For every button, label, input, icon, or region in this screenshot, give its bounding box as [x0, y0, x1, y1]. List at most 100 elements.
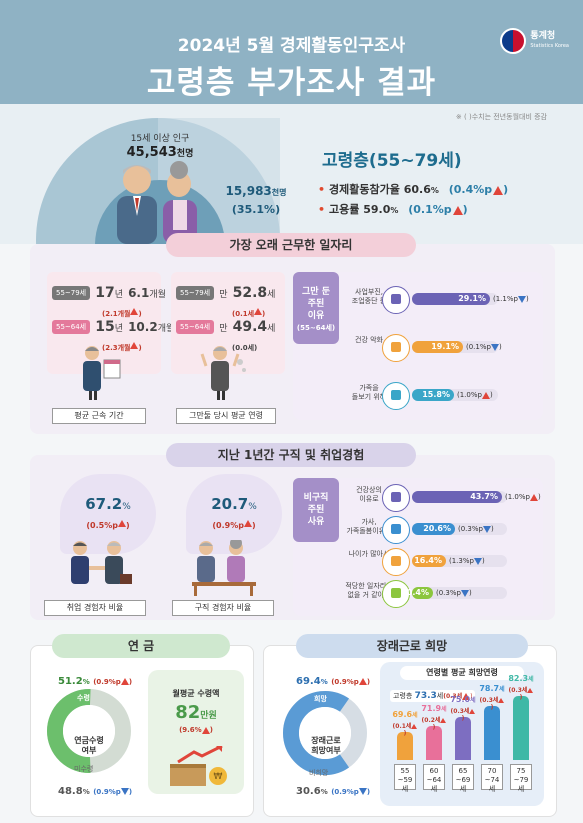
increase-arrow-icon	[469, 709, 476, 714]
reason-label-1: 사업부진, 조업중단 등	[351, 288, 387, 305]
increase-arrow-icon	[481, 391, 490, 399]
future-work-not-want-percent: 30.6% (0.9%p)	[296, 786, 371, 797]
increase-arrow-icon	[120, 677, 129, 685]
reason-bar-2	[412, 523, 455, 535]
taegeuk-icon	[500, 28, 527, 54]
quit-age-row-all-change: (0.1세)	[232, 308, 266, 318]
decrease-arrow-icon	[120, 787, 129, 795]
reason-value-4: 10.4%	[401, 588, 429, 597]
quit-reasons-label: 그만 둔 주된 이유 (55~64세)	[293, 272, 339, 344]
reason-bar-3	[412, 389, 454, 401]
svg-text:₩: ₩	[214, 772, 223, 782]
reason-icon-4	[382, 580, 410, 608]
hope-age-bar-1	[397, 732, 413, 760]
tenure-row-all: 55~79세 17년 6.1개월	[52, 282, 182, 301]
handshake-interview-icon	[71, 541, 132, 584]
statistics-korea-logo: 통계청 Statistics Korea	[500, 28, 569, 54]
increase-arrow-icon	[254, 308, 263, 315]
hope-age-value-1: 69.6세	[392, 710, 418, 719]
decrease-arrow-icon	[490, 343, 499, 351]
monthly-pension-value: 82만원	[175, 702, 217, 723]
decrease-arrow-icon	[482, 525, 491, 533]
reason-change-1: (1.1%p)	[493, 295, 529, 303]
hope-age-change-2: (0.2세)	[421, 715, 447, 731]
reason-bar-1	[412, 293, 490, 305]
decrease-arrow-icon	[358, 787, 367, 795]
reason-change-3: (1.3%p)	[449, 557, 485, 565]
reason-change-2: (0.3%p)	[458, 525, 494, 533]
retiring-worker-icon	[200, 346, 246, 400]
job-search-heading: 지난 1년간 구직 및 취업경험	[166, 443, 416, 467]
monthly-pension-change: (9.6%)	[179, 726, 213, 734]
reason-icon-2	[382, 516, 410, 544]
future-work-donut-chart	[283, 691, 367, 775]
tenure-row-all-change: (2.1개월)	[102, 308, 142, 318]
reason-label-4: 적당한 일자리가 없을 거 같아서	[345, 582, 393, 599]
reason-label-2: 건강 악화	[355, 336, 383, 344]
tenure-caption: 평균 근속 기간	[52, 408, 146, 424]
future-work-want-label: 희망	[314, 695, 327, 703]
reason-change-3: (1.0%p)	[457, 391, 493, 399]
quit-age-row-young-change: (0.0세)	[232, 344, 258, 352]
reason-value-1: 29.1%	[458, 294, 486, 303]
reason-change-1: (1.0%p)	[505, 493, 541, 501]
increase-arrow-icon	[358, 677, 367, 685]
employment-experience-bubble: 67.2% (0.5%p)	[60, 474, 156, 554]
hope-age-value-5: 82.3세	[508, 674, 534, 683]
hospital-icon	[382, 334, 410, 362]
hope-age-change-1: (0.1세)	[392, 721, 418, 737]
reason-icon-3	[382, 548, 410, 576]
no-search-reasons-label: 비구직 주된 사유	[293, 478, 339, 542]
hope-age-value-4: 78.7세	[479, 684, 505, 693]
hope-age-change-4: (0.3세)	[479, 695, 505, 711]
reason-label-3: 나이가 많아서	[348, 550, 390, 558]
hope-age-bar-2	[426, 726, 442, 760]
elderly-population-value: 15,983천명	[225, 184, 287, 198]
reason-bar-3	[412, 555, 446, 567]
hope-age-value-2: 71.9세	[421, 704, 447, 713]
elderly-couple-icon	[117, 161, 197, 244]
reason-bar-track-4	[412, 587, 507, 599]
reason-value-3: 16.4%	[414, 556, 442, 565]
hope-age-group-3: 65 ~69세	[452, 764, 474, 793]
future-work-center-label: 장래근로 희망여부	[311, 736, 341, 755]
employment-rate: • 고용률 59.0% (0.1%p)	[318, 203, 468, 216]
decrease-arrow-icon	[517, 295, 526, 303]
logo-name: 통계청	[530, 31, 556, 41]
future-work-not-want-label: 비희망	[309, 769, 329, 777]
reason-label-1: 건강상의 이유로	[356, 486, 382, 503]
reason-icon-1	[382, 484, 410, 512]
reason-change-2: (0.1%p)	[466, 343, 502, 351]
job-seekers-waiting-icon	[192, 540, 256, 596]
pension-received-percent: 51.2% (0.9%p)	[58, 676, 133, 687]
hope-age-overall: 고령층 73.3세(0.3세)	[390, 690, 476, 702]
reason-bar-2	[412, 341, 463, 353]
quit-age-row-young: 55~64세 만 49.4세	[176, 316, 275, 335]
increase-arrow-icon	[498, 698, 505, 703]
hope-age-group-5: 75 ~79세	[510, 764, 532, 793]
pension-received-label: 수령	[77, 694, 90, 702]
increase-arrow-icon	[201, 726, 210, 734]
longest-job-heading: 가장 오래 근무한 일자리	[166, 233, 416, 257]
reason-label-2: 가사, 가족돌봄이유로	[346, 518, 392, 535]
reason-bar-1	[412, 491, 502, 503]
reason-value-2: 20.6%	[423, 524, 451, 533]
reason-label-3: 가족을 돌보기 위해	[351, 384, 387, 401]
reason-change-4: (0.3%p)	[436, 589, 472, 597]
money-growth-icon: ₩	[170, 746, 227, 786]
increase-arrow-icon	[462, 692, 471, 700]
increase-arrow-icon	[529, 493, 538, 501]
future-work-heading: 장래근로 희망	[296, 634, 528, 658]
worker-with-calendar-icon	[83, 346, 121, 400]
family-icon	[382, 382, 410, 410]
increase-arrow-icon	[440, 718, 447, 723]
hope-age-bar-5	[513, 696, 529, 760]
participation-rate: • 경제활동참가율 60.6% (0.4%p)	[318, 183, 509, 196]
increase-arrow-icon	[243, 520, 252, 527]
hope-age-group-4: 70 ~74세	[481, 764, 503, 793]
decrease-arrow-icon	[460, 589, 469, 597]
tenure-row-young-change: (2.3개월)	[102, 342, 142, 352]
hope-age-value-3: 75.0세	[450, 695, 476, 704]
pension-heading: 연 금	[52, 634, 230, 658]
